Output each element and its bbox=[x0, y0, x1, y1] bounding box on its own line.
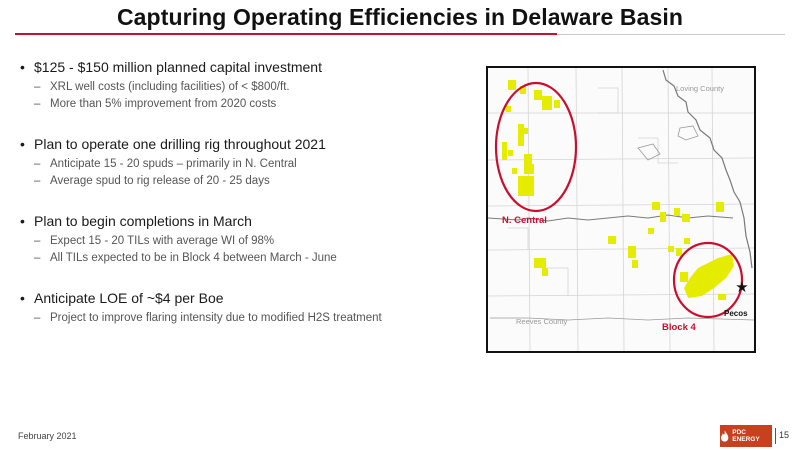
bullet-item: • Plan to operate one drilling rig throu… bbox=[20, 135, 460, 153]
sub-bullet-item: – Anticipate 15 - 20 spuds – primarily in… bbox=[20, 156, 460, 173]
bullet-marker: • bbox=[20, 290, 25, 306]
footer-date: February 2021 bbox=[18, 431, 77, 441]
sub-bullet-marker: – bbox=[34, 158, 41, 170]
bullet-item: • $125 - $150 million planned capital in… bbox=[20, 58, 460, 76]
bullet-group: • Plan to begin completions in March – Ex… bbox=[20, 212, 460, 267]
sub-bullet-item: – More than 5% improvement from 2020 cost… bbox=[20, 96, 460, 113]
bullet-group: • $125 - $150 million planned capital in… bbox=[20, 58, 460, 113]
bullet-text: Anticipate LOE of ~$4 per Boe bbox=[34, 290, 224, 306]
bullet-text: Plan to begin completions in March bbox=[34, 213, 252, 229]
n-central-label: N. Central bbox=[502, 215, 547, 226]
sub-bullet-marker: – bbox=[34, 98, 41, 110]
bullet-group: • Plan to operate one drilling rig throu… bbox=[20, 135, 460, 190]
acreage-map: ★ Loving County Reeves County N. Central… bbox=[486, 66, 756, 353]
acreage-blocks-block-4 bbox=[680, 254, 734, 300]
sub-bullet-list: – XRL well costs (including facilities) o… bbox=[20, 79, 460, 113]
county-line bbox=[490, 317, 754, 321]
lake-outline bbox=[677, 125, 699, 141]
bullet-marker: • bbox=[20, 136, 25, 152]
block-4-label: Block 4 bbox=[662, 322, 696, 333]
block-4-circle bbox=[672, 241, 744, 319]
flame-icon bbox=[720, 430, 729, 442]
sub-bullet-list: – Project to improve flaring intensity du… bbox=[20, 310, 460, 327]
lake-outline bbox=[637, 143, 661, 161]
footer-divider bbox=[775, 428, 776, 444]
n-central-circle bbox=[494, 81, 578, 213]
sub-bullet-text: All TILs expected to be in Block 4 betwe… bbox=[50, 252, 337, 264]
sub-bullet-marker: – bbox=[34, 235, 41, 247]
sub-bullet-text: Expect 15 - 20 TILs with average WI of 9… bbox=[50, 235, 275, 247]
sub-bullet-marker: – bbox=[34, 175, 41, 187]
map-graphic: ★ bbox=[488, 68, 754, 351]
bullet-list: • $125 - $150 million planned capital in… bbox=[20, 58, 460, 349]
sub-bullet-text: XRL well costs (including facilities) of… bbox=[50, 81, 290, 93]
sub-bullet-marker: – bbox=[34, 81, 41, 93]
bullet-text: Plan to operate one drilling rig through… bbox=[34, 136, 326, 152]
sub-bullet-marker: – bbox=[34, 252, 41, 264]
pecos-label: Pecos bbox=[724, 309, 748, 318]
title-underline bbox=[15, 33, 557, 35]
sub-bullet-item: – XRL well costs (including facilities) o… bbox=[20, 79, 460, 96]
sub-bullet-text: Project to improve flaring intensity due… bbox=[50, 312, 382, 324]
sub-bullet-text: Anticipate 15 - 20 spuds – primarily in … bbox=[50, 158, 297, 170]
bullet-item: • Anticipate LOE of ~$4 per Boe bbox=[20, 289, 460, 307]
county-line bbox=[607, 214, 734, 219]
sub-bullet-item: – Expect 15 - 20 TILs with average WI of … bbox=[20, 233, 460, 250]
sub-bullet-text: Average spud to rig release of 20 - 25 d… bbox=[50, 175, 270, 187]
title-divider bbox=[557, 34, 785, 35]
bullet-marker: • bbox=[20, 59, 25, 75]
sub-bullet-item: – Project to improve flaring intensity du… bbox=[20, 310, 460, 327]
sub-bullet-marker: – bbox=[34, 312, 41, 324]
river-line bbox=[662, 69, 753, 269]
bullet-item: • Plan to begin completions in March bbox=[20, 212, 460, 230]
sub-bullet-list: – Expect 15 - 20 TILs with average WI of … bbox=[20, 233, 460, 267]
loving-county-label: Loving County bbox=[676, 84, 724, 93]
pecos-star-icon: ★ bbox=[735, 278, 748, 296]
county-line bbox=[488, 217, 609, 222]
sub-bullet-item: – Average spud to rig release of 20 - 25 … bbox=[20, 173, 460, 190]
bullet-marker: • bbox=[20, 213, 25, 229]
acreage-blocks-n-central bbox=[502, 80, 560, 196]
bullet-text: $125 - $150 million planned capital inve… bbox=[34, 59, 322, 75]
reeves-county-label: Reeves County bbox=[516, 317, 568, 326]
logo-text: PDC ENERGY bbox=[732, 429, 760, 443]
bullet-group: • Anticipate LOE of ~$4 per Boe – Project… bbox=[20, 289, 460, 327]
sub-bullet-text: More than 5% improvement from 2020 costs bbox=[50, 98, 277, 110]
page-number: 15 bbox=[779, 430, 790, 440]
sub-bullet-list: – Anticipate 15 - 20 spuds – primarily in… bbox=[20, 156, 460, 190]
sub-bullet-item: – All TILs expected to be in Block 4 betw… bbox=[20, 250, 460, 267]
acreage-blocks-central bbox=[534, 202, 724, 276]
slide-title: Capturing Operating Efficiencies in Dela… bbox=[116, 4, 684, 30]
pdc-energy-logo: PDC ENERGY bbox=[720, 425, 772, 447]
